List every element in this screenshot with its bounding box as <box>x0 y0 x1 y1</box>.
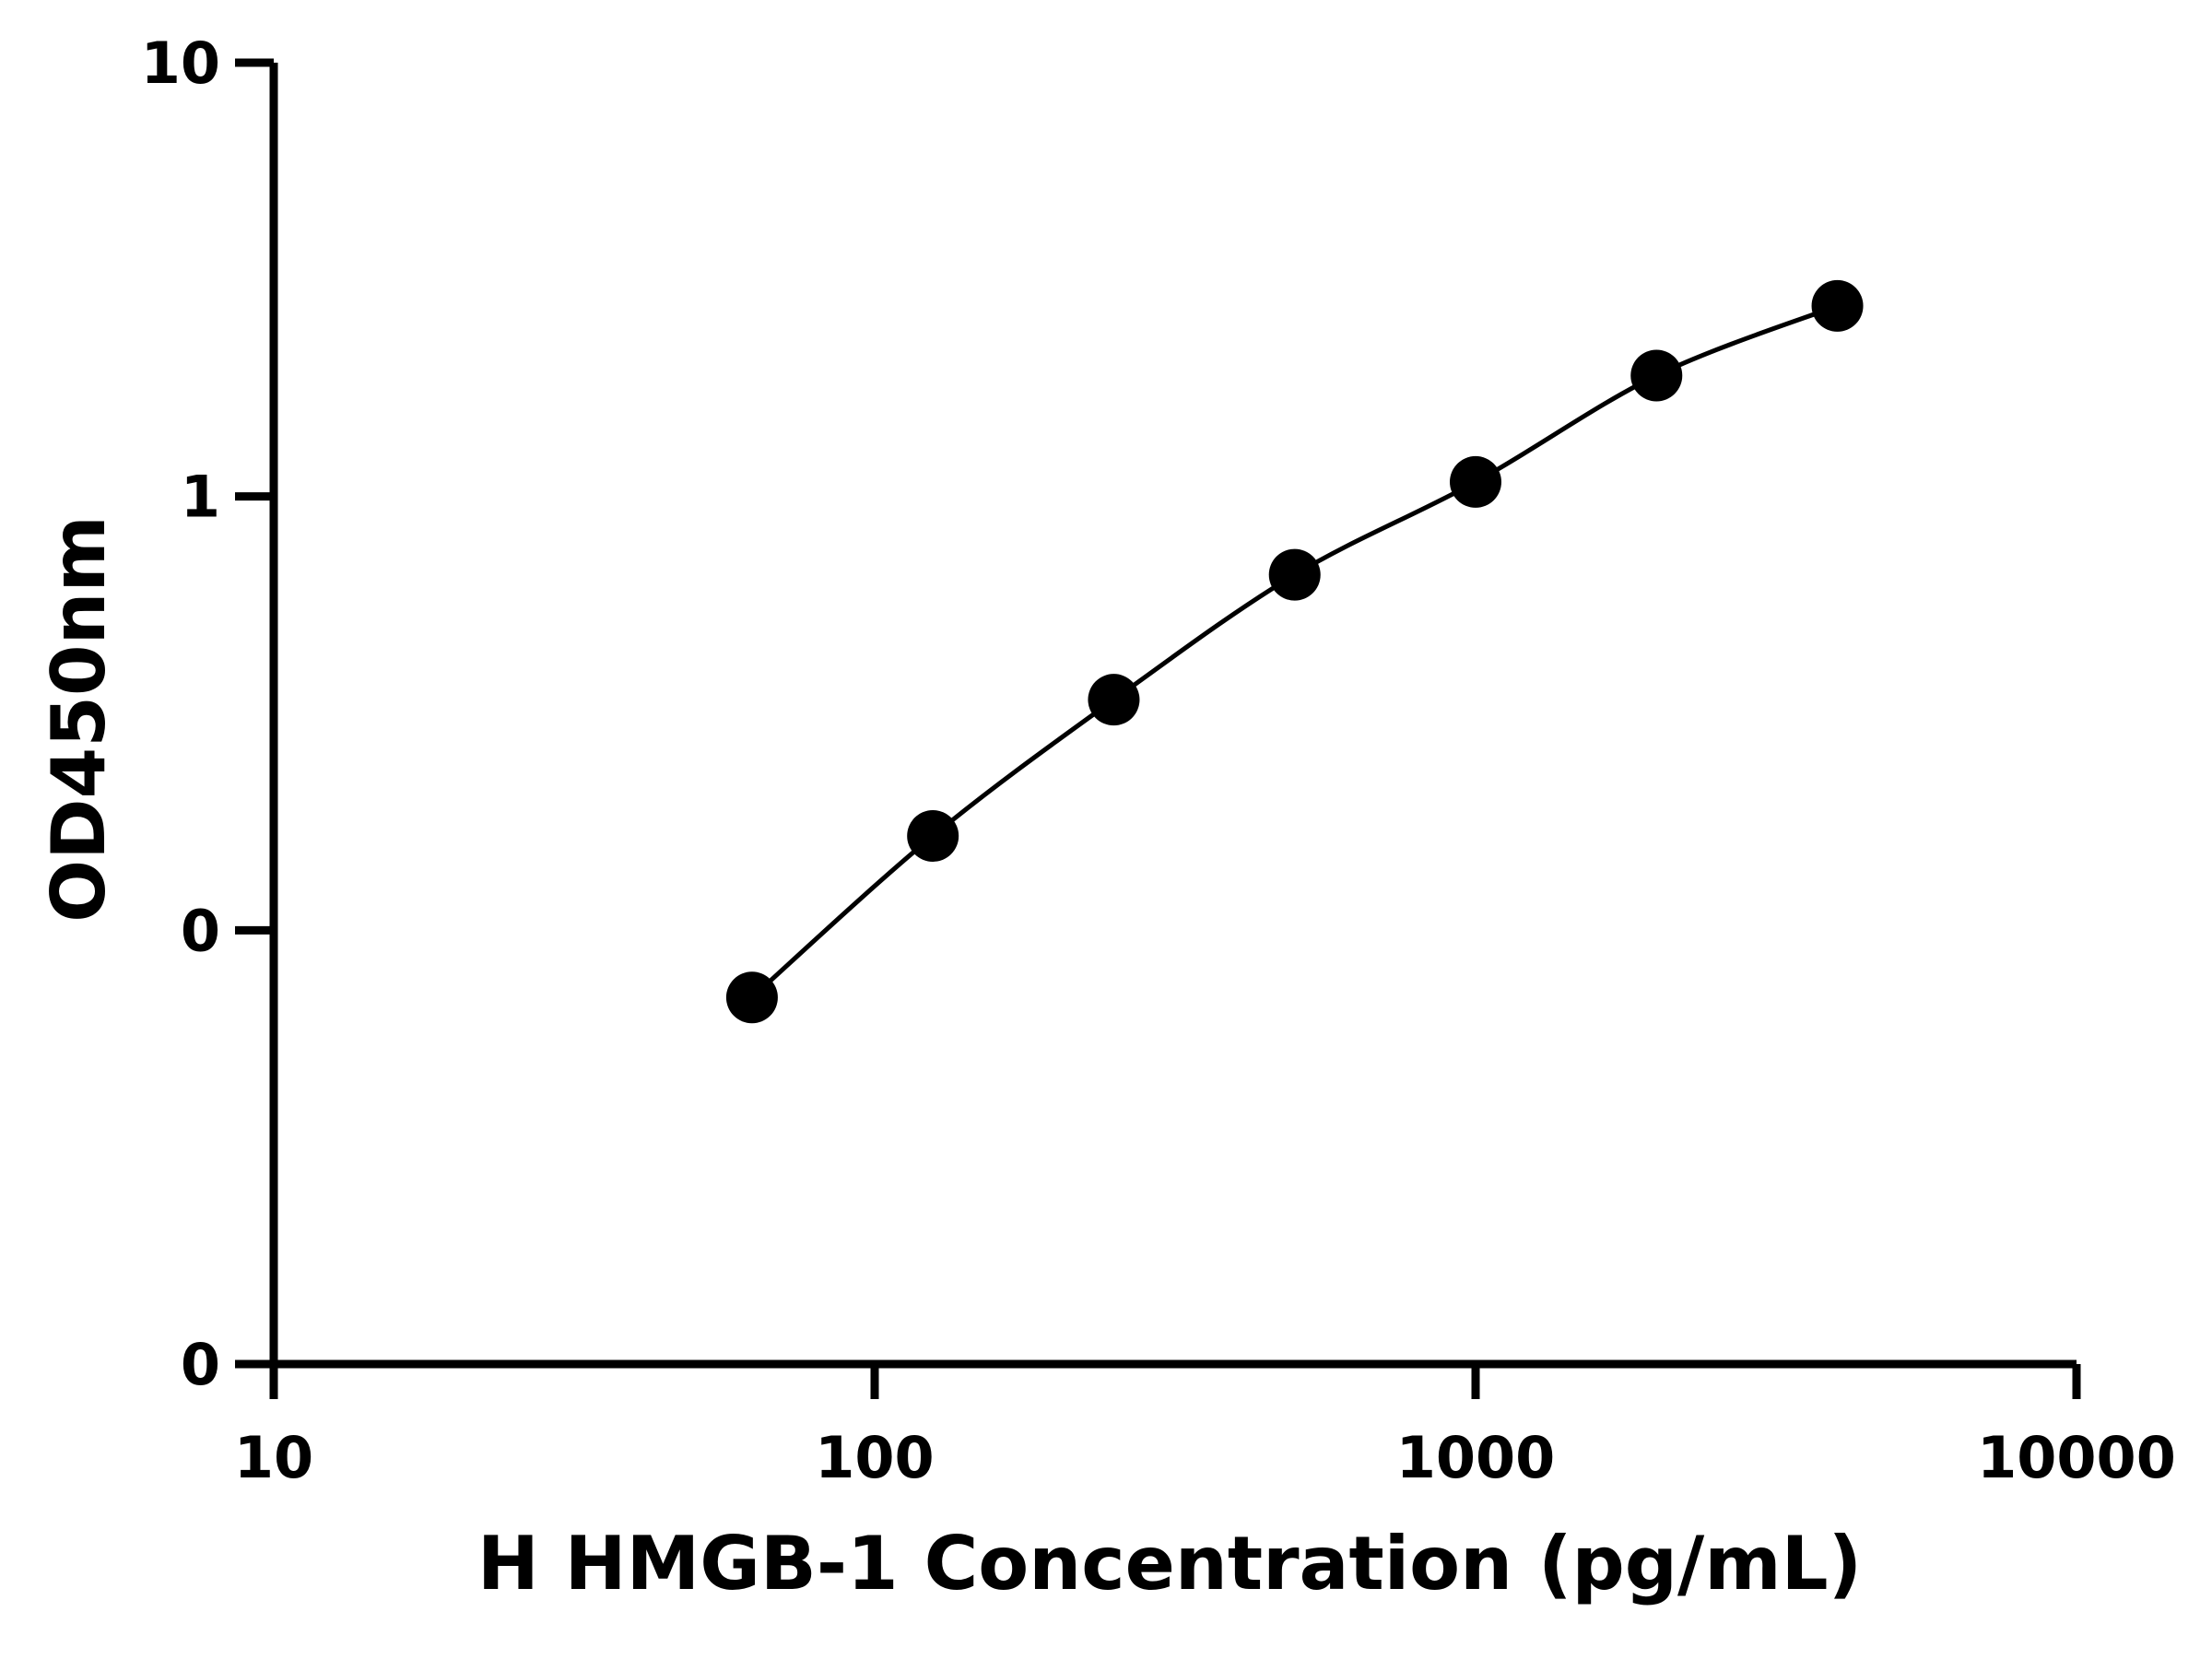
x-axis-title: H HMGB-1 Concentration (pg/mL) <box>477 1521 1862 1606</box>
y-tick-label: 0 <box>181 1331 220 1398</box>
x-tick-label: 10000 <box>1977 1424 2176 1491</box>
data-point <box>1268 548 1321 601</box>
fit-curve-layer <box>750 303 1839 1000</box>
fit-curve <box>750 303 1839 1000</box>
y-tick-label: 0 <box>181 897 220 964</box>
x-tick-label: 1000 <box>1396 1424 1556 1491</box>
y-tick-label: 10 <box>141 29 220 97</box>
data-points <box>725 279 1864 1024</box>
x-axis-ticks: 10 100 1000 10000 <box>234 1364 2176 1491</box>
data-point <box>1450 455 1501 508</box>
data-point <box>725 971 778 1024</box>
data-point <box>1088 674 1140 726</box>
axes <box>269 63 2077 1369</box>
x-tick-label: 100 <box>815 1424 934 1491</box>
data-point <box>1630 349 1683 402</box>
y-tick-label: 1 <box>181 464 220 531</box>
data-point <box>1811 279 1864 332</box>
y-axis-title: OD450nm <box>36 515 122 923</box>
x-tick-label: 10 <box>234 1424 313 1491</box>
y-axis-ticks: 0 0 1 10 <box>141 29 274 1398</box>
data-point <box>907 809 959 862</box>
